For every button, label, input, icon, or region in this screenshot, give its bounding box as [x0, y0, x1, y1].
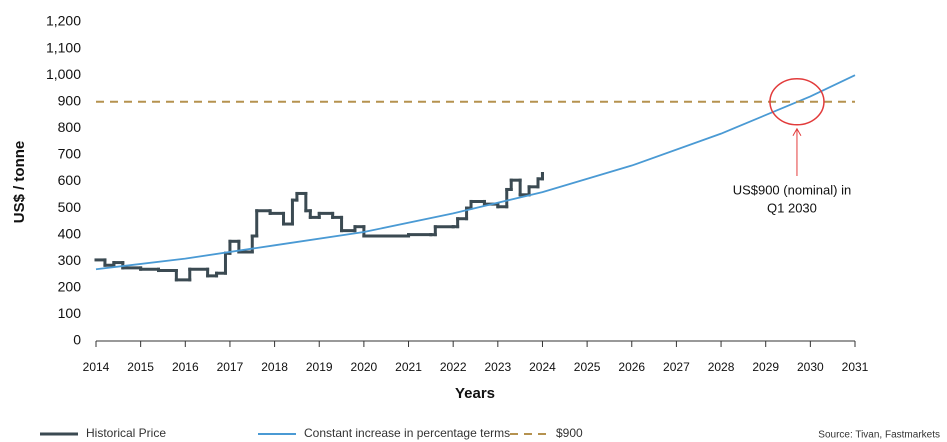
legend-label: Historical Price [86, 426, 166, 440]
series-line [95, 74, 856, 271]
y-tick-label: 0 [73, 332, 81, 348]
x-tick-label: 2026 [618, 360, 645, 374]
y-tick-label: 500 [58, 199, 82, 215]
y-tick-label: 700 [58, 146, 82, 162]
x-tick-label: 2014 [83, 360, 110, 374]
annotation-text: US$900 (nominal) in [733, 182, 852, 197]
y-tick-label: 800 [58, 119, 82, 135]
y-tick-label: 300 [58, 252, 82, 268]
x-tick-label: 2027 [663, 360, 690, 374]
x-tick-label: 2023 [484, 360, 511, 374]
x-tick-label: 2015 [127, 360, 154, 374]
x-tick-label: 2017 [217, 360, 244, 374]
y-tick-label: 900 [58, 92, 82, 108]
annotation-circle [769, 78, 825, 126]
x-tick-label: 2028 [708, 360, 735, 374]
y-tick-label: 1,000 [46, 66, 81, 82]
y-tick-label: 100 [58, 305, 82, 321]
x-tick-label: 2021 [395, 360, 422, 374]
x-tick-label: 2025 [574, 360, 601, 374]
x-tick-label: 2019 [306, 360, 333, 374]
x-tick-label: 2022 [440, 360, 467, 374]
y-tick-label: 400 [58, 225, 82, 241]
y-tick-label: 1,200 [46, 13, 81, 29]
x-tick-label: 2018 [261, 360, 288, 374]
y-axis-label: US$ / tonne [11, 141, 28, 224]
annotation-text: Q1 2030 [767, 200, 817, 215]
x-tick-label: 2031 [842, 360, 869, 374]
y-tick-label: 600 [58, 172, 82, 188]
x-axis-label: Years [455, 385, 495, 402]
x-tick-label: 2029 [752, 360, 779, 374]
x-tick-label: 2016 [172, 360, 199, 374]
legend-label: Constant increase in percentage terms [304, 426, 510, 440]
x-tick-label: 2020 [351, 360, 378, 374]
source: Source: Tivan, Fastmarkets [818, 430, 940, 441]
annotation-arrowhead [792, 127, 802, 136]
legend-label: $900 [556, 426, 583, 440]
x-tick-label: 2030 [797, 360, 824, 374]
y-tick-label: 1,100 [46, 39, 81, 55]
y-tick-label: 200 [58, 279, 82, 295]
x-tick-label: 2024 [529, 360, 556, 374]
